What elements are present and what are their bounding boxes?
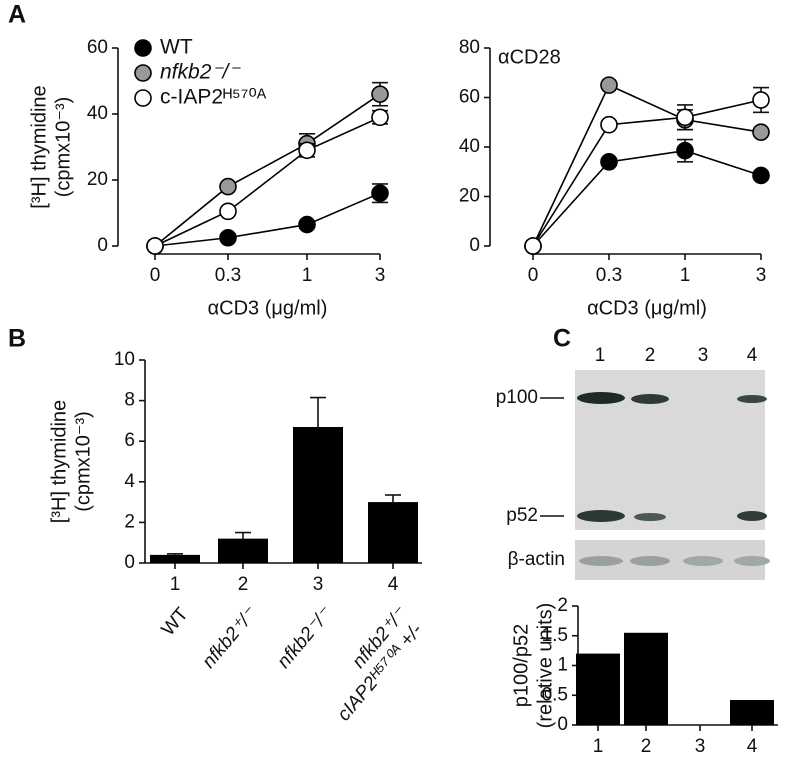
y-tick-label: 0 <box>97 235 108 256</box>
marker <box>676 141 694 160</box>
x-tick-label: 1 <box>680 265 691 286</box>
y-tick-label: 20 <box>87 169 108 190</box>
group-label: nfkb2⁻/⁻ <box>273 602 337 672</box>
bar <box>368 502 418 563</box>
annotation: αCD28 <box>498 46 561 68</box>
y-tick-label: 60 <box>459 87 480 108</box>
marker <box>219 228 237 247</box>
lane-label: 1 <box>595 345 606 366</box>
legend-label: nfkb2⁻/⁻ <box>160 61 241 84</box>
marker <box>752 123 770 141</box>
x-tick-label: 2 <box>641 736 652 757</box>
y-tick-label: 2 <box>124 511 135 532</box>
y-tick-label: 20 <box>459 186 480 207</box>
y-tick-label: 4 <box>124 471 135 492</box>
marker <box>752 91 770 109</box>
marker <box>371 108 389 127</box>
y-tick-label: 8 <box>124 390 135 411</box>
series-line <box>532 84 762 247</box>
x-tick-label: 4 <box>388 574 399 595</box>
marker <box>371 184 389 202</box>
group-label: nfkb2⁺/⁻ <box>198 602 262 672</box>
legend-marker <box>134 89 152 107</box>
panel-label: A <box>8 1 26 29</box>
y-axis-label: (relative units) <box>534 603 556 729</box>
y-tick-label: 10 <box>114 349 135 370</box>
x-tick-label: 0.3 <box>596 265 622 286</box>
y-tick-label: 80 <box>459 37 480 58</box>
x-tick-label: 3 <box>695 736 706 757</box>
marker <box>298 141 316 160</box>
y-tick-label: 6 <box>124 430 135 451</box>
panel-label: B <box>8 325 26 353</box>
series-line <box>532 99 762 247</box>
series-line <box>154 116 381 247</box>
x-tick-label: 1 <box>302 265 313 286</box>
y-tick-label: 40 <box>459 136 480 157</box>
y-axis-label: (cpmx10⁻³) <box>52 97 74 198</box>
y-axis-label: (cpmx10⁻³) <box>72 411 94 512</box>
bar <box>624 632 668 725</box>
panel-label: C <box>553 325 571 353</box>
y-tick-label: 0 <box>557 714 568 735</box>
bar <box>730 700 774 725</box>
y-axis-label: [³H] thymidine <box>28 85 50 208</box>
y-tick-label: 0 <box>469 235 480 256</box>
x-tick-label: 0.3 <box>215 265 241 286</box>
y-tick-label: 0.5 <box>542 684 568 705</box>
y-tick-label: 1.5 <box>542 625 568 646</box>
lane-label: 4 <box>747 345 758 366</box>
group-label: WT <box>158 604 193 640</box>
x-tick-label: 1 <box>593 736 604 757</box>
western-blot <box>540 370 770 580</box>
bar <box>150 554 200 563</box>
marker <box>219 177 237 196</box>
x-axis-label: αCD3 (μg/ml) <box>587 297 707 319</box>
x-tick-label: 2 <box>238 574 249 595</box>
y-axis-label: [³H] thymidine <box>48 400 70 523</box>
bar <box>218 538 268 563</box>
marker <box>524 237 542 255</box>
x-tick-label: 3 <box>313 574 324 595</box>
x-axis-label: αCD3 (μg/ml) <box>208 297 328 319</box>
marker <box>219 202 237 221</box>
series-line <box>154 93 381 247</box>
lane-label: 2 <box>645 345 656 366</box>
marker <box>752 166 770 185</box>
marker <box>600 76 618 94</box>
marker <box>676 108 694 127</box>
marker <box>146 237 164 255</box>
band-label: p100 <box>496 387 538 408</box>
legend-marker <box>134 64 152 82</box>
bar <box>576 653 620 725</box>
y-tick-label: 60 <box>87 37 108 58</box>
legend-label: WT <box>160 36 193 59</box>
x-tick-label: 0 <box>150 265 161 286</box>
legend-label: c-IAP2ᴴ⁵⁷⁰ᴬ <box>160 86 267 109</box>
lane-label: 3 <box>698 345 709 366</box>
x-tick-label: 3 <box>756 265 767 286</box>
x-tick-label: 3 <box>375 265 386 286</box>
marker <box>298 215 316 234</box>
y-tick-label: 40 <box>87 103 108 124</box>
y-axis-label: p100/p52 <box>510 624 532 707</box>
marker <box>371 85 389 103</box>
band-label: p52 <box>506 505 538 526</box>
x-tick-label: 0 <box>528 265 539 286</box>
y-tick-label: 1 <box>557 655 568 676</box>
x-tick-label: 1 <box>170 574 181 595</box>
series-line <box>154 192 381 247</box>
band-label: β-actin <box>508 549 565 570</box>
legend-marker <box>134 39 152 57</box>
y-tick-label: 0 <box>124 552 135 573</box>
series-line <box>532 149 762 247</box>
marker <box>600 153 618 171</box>
x-tick-label: 4 <box>747 736 758 757</box>
y-tick-label: 2 <box>557 595 568 616</box>
bar <box>293 426 343 563</box>
marker <box>600 115 618 134</box>
